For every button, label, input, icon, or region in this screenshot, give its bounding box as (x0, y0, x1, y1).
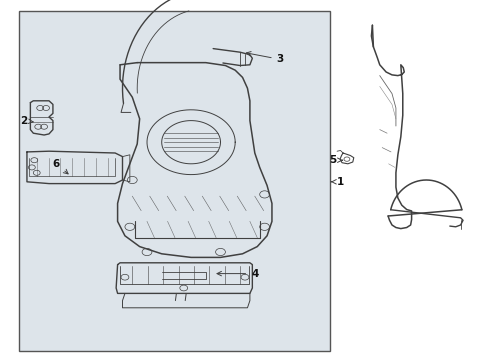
Text: 3: 3 (246, 51, 284, 64)
Text: 4: 4 (217, 269, 259, 279)
Text: 6: 6 (53, 159, 68, 174)
FancyBboxPatch shape (19, 11, 330, 351)
Text: 5: 5 (330, 155, 343, 165)
Text: 2: 2 (20, 116, 33, 126)
Text: 1: 1 (331, 177, 344, 187)
